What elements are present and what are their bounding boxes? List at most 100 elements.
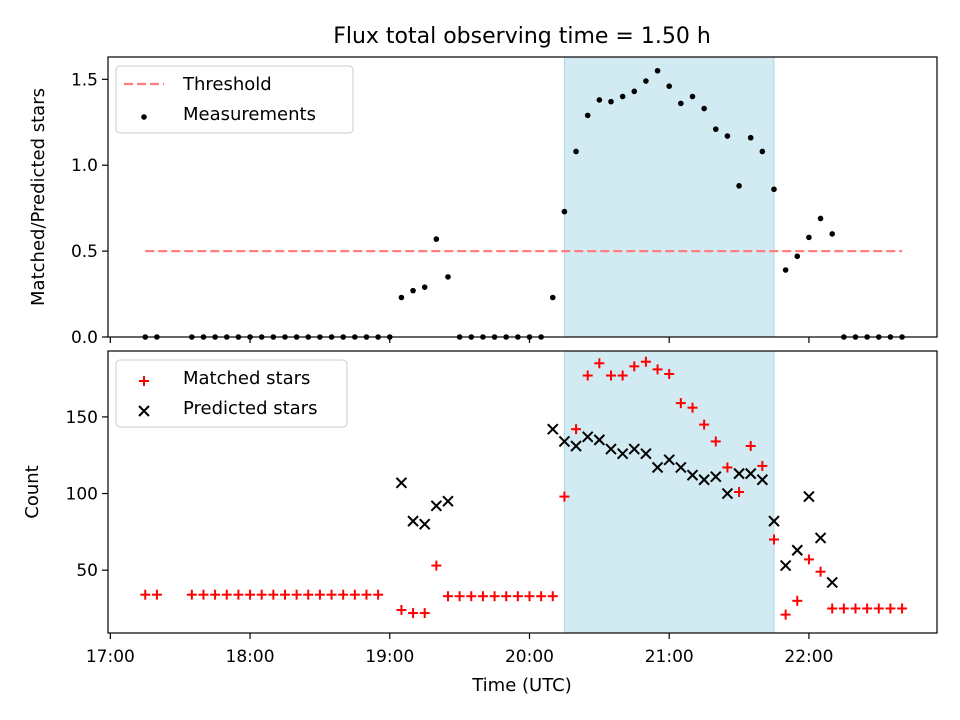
predicted-stars-point <box>395 477 408 489</box>
matched-stars-point <box>477 591 488 602</box>
bottom-plot: 50 100 150 17:00 18:00 19:00 20:00 21:00 22:00 Ma… <box>66 350 938 667</box>
measurement-point <box>573 148 579 155</box>
matched-stars-point <box>256 589 267 600</box>
x-b <box>651 461 664 474</box>
matched-stars-point <box>245 589 256 600</box>
predicted-stars-point <box>710 470 722 483</box>
matched-stars-point <box>454 591 465 602</box>
matched-stars-point <box>629 361 640 372</box>
matched-stars-point <box>547 591 558 602</box>
matched-stars-point <box>442 591 453 602</box>
y-tick-label: 0.0 <box>71 328 98 348</box>
x-tick-label: 22:00 <box>784 647 833 667</box>
predicted-stars-point <box>721 487 734 500</box>
legend-label: Measurements <box>183 104 316 125</box>
measurement-point <box>421 284 428 290</box>
legend-matched-swatch <box>139 376 149 386</box>
matched-stars-point <box>594 358 605 369</box>
measurement-point <box>701 105 707 112</box>
axes-frame <box>107 56 938 338</box>
measurement-point <box>596 97 603 103</box>
measurement-point <box>643 78 649 84</box>
x-b <box>395 477 408 489</box>
matched-stars-point <box>349 589 360 600</box>
matched-stars-point <box>198 589 209 600</box>
measurement-point <box>771 186 777 193</box>
predicted-stars-point <box>651 461 664 474</box>
matched-stars-point <box>338 589 349 600</box>
legend-predicted-swatch <box>138 405 150 417</box>
x-b <box>721 487 734 500</box>
matched-stars-point <box>210 589 221 600</box>
x-b <box>768 515 780 527</box>
x-b <box>558 435 571 448</box>
measurement-point <box>398 294 405 301</box>
x-b <box>710 470 722 483</box>
y-tick-label: 1.5 <box>71 70 98 90</box>
bottom-y-axis-label: Count <box>22 465 43 518</box>
matched-stars-point <box>652 364 663 375</box>
predicted-stars-point <box>745 467 757 480</box>
matched-stars-point <box>640 356 651 367</box>
matched-stars-point <box>268 589 279 600</box>
measurement-point <box>608 98 614 105</box>
matched-stars-point <box>326 589 337 600</box>
predicted-stars-point <box>779 559 792 572</box>
matched-stars-point <box>873 603 884 614</box>
predicted-stars-point <box>768 515 780 527</box>
matched-stars-point <box>768 534 779 545</box>
predicted-stars-point <box>628 443 640 455</box>
matched-stars-point <box>186 589 197 600</box>
legend: Matched stars Predicted stars <box>115 359 348 428</box>
observing-window-shade <box>563 56 775 338</box>
matched-stars-point <box>501 591 512 602</box>
measurement-point <box>724 133 731 139</box>
matched-stars-point <box>757 460 768 471</box>
matched-stars-point <box>559 491 570 502</box>
matched-stars-point <box>664 368 675 379</box>
x-tick-label: 18:00 <box>226 647 275 667</box>
x-b <box>616 447 629 460</box>
matched-stars-point <box>303 589 314 600</box>
x-b <box>605 443 617 455</box>
measurement-point <box>619 93 626 100</box>
matched-stars-point <box>617 370 628 381</box>
predicted-stars-point <box>814 532 827 544</box>
matched-stars-point <box>373 589 384 600</box>
predicted-stars-point <box>570 440 582 452</box>
x-b <box>570 440 582 452</box>
predicted-stars-point <box>605 443 617 455</box>
measurement-point <box>654 67 661 74</box>
measurement-point <box>666 83 673 90</box>
matched-stars-point <box>396 605 407 616</box>
matched-stars-point <box>419 608 430 619</box>
x-b <box>675 461 687 474</box>
predicted-stars-point <box>430 500 443 512</box>
matched-stars-point <box>699 419 710 430</box>
y-tick-label: 0.5 <box>71 242 98 262</box>
x-b <box>814 532 827 544</box>
x-b <box>628 443 640 455</box>
matched-stars-point <box>792 595 803 606</box>
matched-stars-point <box>408 608 419 619</box>
y-tick-label: 1.0 <box>71 156 98 176</box>
top-plot: 0.0 0.5 1.0 1.5 Threshold Measurements <box>71 56 938 348</box>
matched-stars-point <box>815 566 826 577</box>
matched-stars-point <box>722 462 733 473</box>
matched-stars-point <box>838 603 849 614</box>
x-b <box>791 544 803 556</box>
predicted-stars-point <box>756 474 769 486</box>
x-tick-label: 20:00 <box>505 647 554 667</box>
predicted-stars-point <box>581 431 594 443</box>
matched-stars-point <box>850 603 861 614</box>
x-b <box>733 467 745 480</box>
matched-stars-point <box>780 609 791 620</box>
x-tick-label: 19:00 <box>365 647 414 667</box>
matched-stars-point <box>361 589 372 600</box>
measurement-point <box>829 231 836 237</box>
predicted-stars-point <box>616 447 629 460</box>
predicted-stars-point <box>663 454 675 466</box>
matched-stars-point <box>885 603 896 614</box>
predicted-stars-point <box>803 490 815 503</box>
